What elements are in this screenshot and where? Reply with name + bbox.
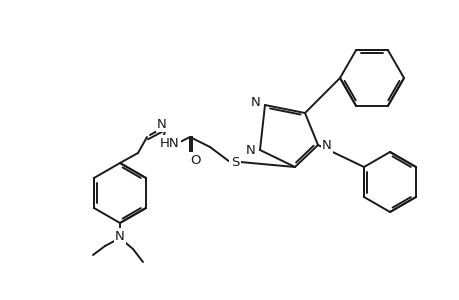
Text: N: N bbox=[157, 118, 167, 130]
Text: HN: HN bbox=[160, 136, 179, 149]
Text: N: N bbox=[251, 95, 260, 109]
Text: N: N bbox=[115, 230, 124, 242]
Text: N: N bbox=[321, 139, 331, 152]
Text: S: S bbox=[230, 155, 239, 169]
Text: O: O bbox=[190, 154, 201, 166]
Text: N: N bbox=[246, 143, 256, 157]
